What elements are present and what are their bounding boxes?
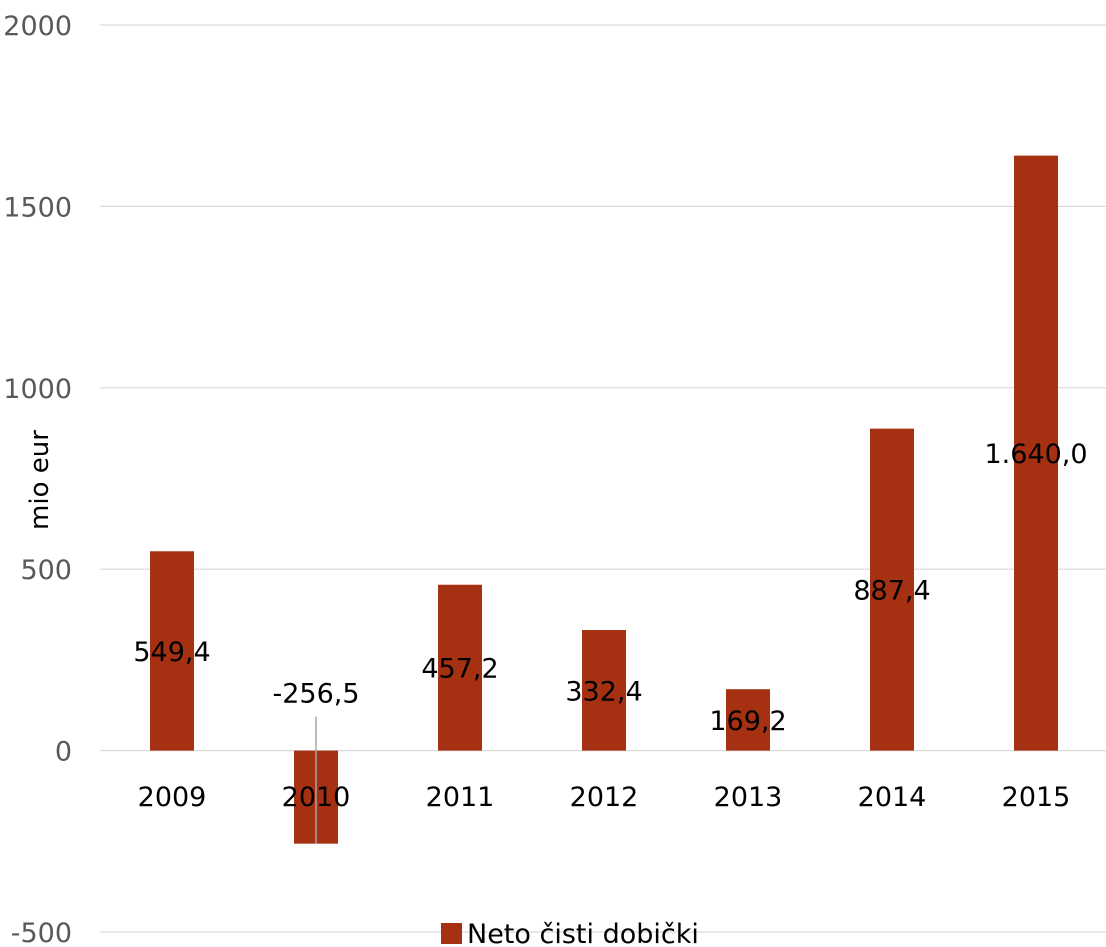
y-tick-label: -500: [11, 918, 72, 947]
x-tick-label: 2010: [282, 782, 351, 813]
y-tick-label: 0: [55, 737, 72, 768]
x-tick-label: 2012: [570, 782, 639, 813]
x-tick-label: 2014: [858, 782, 927, 813]
y-axis-ticks: -500 0 500 1000 1500 2000: [3, 11, 72, 947]
y-tick-label: 1000: [3, 374, 72, 405]
data-label: 169,2: [709, 706, 786, 737]
legend-swatch: [441, 923, 462, 944]
x-tick-label: 2015: [1002, 782, 1071, 813]
bar: [870, 428, 914, 751]
data-label: 887,4: [853, 576, 930, 607]
x-tick-label: 2013: [714, 782, 783, 813]
y-tick-label: 500: [20, 555, 72, 586]
bars: [150, 155, 1058, 844]
gridlines: [100, 24, 1106, 933]
data-label: 1.640,0: [984, 439, 1087, 470]
data-labels: 549,4 -256,5 457,2 332,4 169,2 887,4 1.640,0: [133, 439, 1088, 844]
x-axis-ticks: 2009 2010 2011 2012 2013 2014 2015: [138, 782, 1071, 813]
bar: [582, 630, 626, 751]
bar: [726, 689, 770, 751]
legend: Neto čisti dobički: [441, 919, 699, 947]
data-label: -256,5: [272, 679, 359, 710]
y-tick-label: 1500: [3, 192, 72, 223]
x-tick-label: 2009: [138, 782, 207, 813]
bar: [150, 551, 194, 751]
bar: [1014, 155, 1058, 751]
bar: [438, 584, 482, 751]
y-axis-label: mio eur: [25, 430, 55, 530]
legend-label: Neto čisti dobički: [467, 919, 699, 947]
y-tick-label: 2000: [3, 11, 72, 42]
data-label: 332,4: [565, 676, 642, 707]
x-tick-label: 2011: [426, 782, 495, 813]
data-label: 457,2: [421, 654, 498, 685]
data-label: 549,4: [133, 637, 210, 668]
